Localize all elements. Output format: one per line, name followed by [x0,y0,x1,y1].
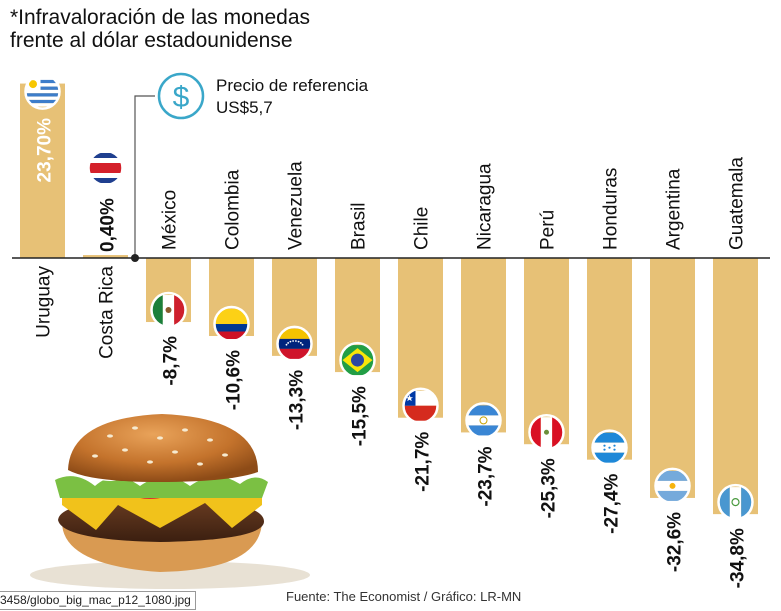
costa-rica-flag-icon [87,149,124,187]
value-label-costa-rica: 0,40% [98,198,119,252]
category-label-chile: Chile [412,207,433,250]
value-label-nicaragua: -23,7% [476,446,497,506]
value-label-peru: -25,3% [539,458,560,518]
category-label-uruguay: Uruguay [34,266,55,338]
value-label-venezuela: -13,3% [287,370,308,430]
peru-flag-icon [528,413,565,451]
bar-argentina [650,258,695,498]
mexico-flag-icon [150,291,187,329]
category-label-peru: Perú [538,210,559,250]
brazil-flag-icon [339,341,376,379]
category-label-colombia: Colombia [223,169,244,250]
bar-honduras [587,258,632,460]
filename-label: 3458/globo_big_mac_p12_1080.jpg [0,591,196,610]
category-label-venezuela: Venezuela [286,161,307,250]
nicaragua-flag-icon [465,402,502,439]
category-label-nicaragua: Nicaragua [475,163,496,250]
bar-costa-rica [83,255,128,259]
colombia-flag-icon [213,305,250,343]
dollar-icon [157,72,205,120]
source-note: Fuente: The Economist / Gráfico: LR-MN [286,589,522,604]
reference-marker: $ [131,72,205,262]
value-label-chile: -21,7% [413,432,434,492]
argentina-flag-icon [654,467,691,505]
bar-guatemala [713,258,758,515]
chart-title: *Infravaloración de las monedas frente a… [10,6,311,52]
value-label-mexico: -8,7% [161,336,182,386]
reference-price-value: US$5,7 [216,98,273,117]
value-label-argentina: -32,6% [665,512,686,572]
bar-uruguay [20,83,65,259]
value-label-honduras: -27,4% [602,474,623,534]
uruguay-flag-icon [24,73,61,110]
honduras-flag-icon [591,429,628,466]
guatemala-flag-icon [717,483,754,521]
category-label-argentina: Argentina [664,168,685,250]
category-label-costa-rica: Costa Rica [97,266,118,359]
category-label-brasil: Brasil [349,202,370,250]
value-label-uruguay: 23,70% [35,118,56,183]
category-label-honduras: Honduras [601,168,622,250]
category-label-mexico: México [160,190,181,250]
dollar-sign-glyph: $ [173,81,190,114]
value-label-guatemala: -34,8% [728,528,749,588]
reference-price-label: Precio de referencia [216,76,369,95]
value-label-colombia: -10,6% [224,350,245,410]
bar-peru [524,258,569,445]
burger-illustration [30,414,310,589]
venezuela-flag-icon [276,325,313,363]
value-label-brasil: -15,5% [350,386,371,446]
labels-layer: 23,70% Uruguay 0,40% Costa Rica México -8,7% C… [24,73,754,588]
category-label-guatemala: Guatemala [727,157,748,250]
chile-flag-icon [402,387,439,424]
